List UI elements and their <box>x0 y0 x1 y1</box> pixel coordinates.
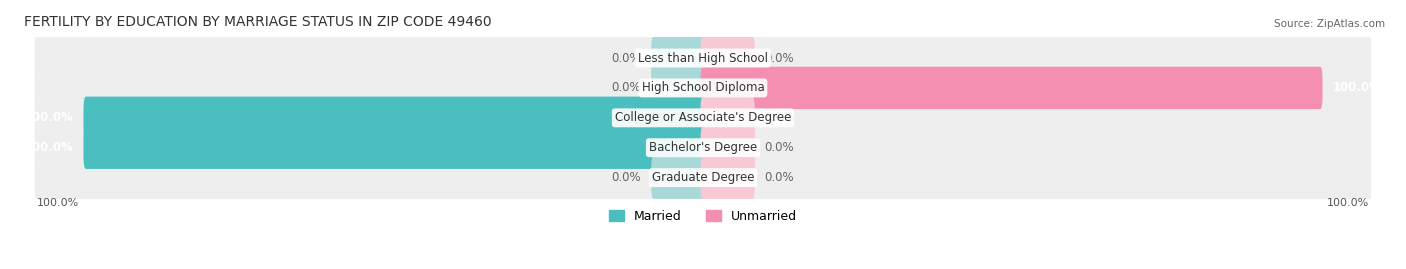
FancyBboxPatch shape <box>700 156 755 199</box>
FancyBboxPatch shape <box>700 97 755 139</box>
Text: 0.0%: 0.0% <box>765 52 794 65</box>
Text: High School Diploma: High School Diploma <box>641 82 765 94</box>
Text: 0.0%: 0.0% <box>612 82 641 94</box>
FancyBboxPatch shape <box>700 67 1323 109</box>
Text: 100.0%: 100.0% <box>25 141 73 154</box>
Legend: Married, Unmarried: Married, Unmarried <box>603 205 803 228</box>
FancyBboxPatch shape <box>35 95 1371 140</box>
Text: FERTILITY BY EDUCATION BY MARRIAGE STATUS IN ZIP CODE 49460: FERTILITY BY EDUCATION BY MARRIAGE STATU… <box>24 15 492 29</box>
Text: 0.0%: 0.0% <box>765 171 794 184</box>
Text: 0.0%: 0.0% <box>612 52 641 65</box>
FancyBboxPatch shape <box>35 65 1371 111</box>
Text: 100.0%: 100.0% <box>1333 82 1381 94</box>
Text: 100.0%: 100.0% <box>37 198 79 208</box>
FancyBboxPatch shape <box>83 97 706 139</box>
Text: 0.0%: 0.0% <box>765 111 794 124</box>
FancyBboxPatch shape <box>83 126 706 169</box>
FancyBboxPatch shape <box>651 156 706 199</box>
FancyBboxPatch shape <box>35 155 1371 200</box>
Text: Bachelor's Degree: Bachelor's Degree <box>650 141 756 154</box>
Text: 100.0%: 100.0% <box>1327 198 1369 208</box>
FancyBboxPatch shape <box>700 37 755 79</box>
Text: Less than High School: Less than High School <box>638 52 768 65</box>
Text: Source: ZipAtlas.com: Source: ZipAtlas.com <box>1274 19 1385 29</box>
FancyBboxPatch shape <box>651 37 706 79</box>
Text: 0.0%: 0.0% <box>612 171 641 184</box>
Text: Graduate Degree: Graduate Degree <box>652 171 754 184</box>
Text: 0.0%: 0.0% <box>765 141 794 154</box>
FancyBboxPatch shape <box>35 35 1371 81</box>
FancyBboxPatch shape <box>35 125 1371 171</box>
Text: College or Associate's Degree: College or Associate's Degree <box>614 111 792 124</box>
FancyBboxPatch shape <box>651 67 706 109</box>
Text: 100.0%: 100.0% <box>25 111 73 124</box>
FancyBboxPatch shape <box>700 126 755 169</box>
